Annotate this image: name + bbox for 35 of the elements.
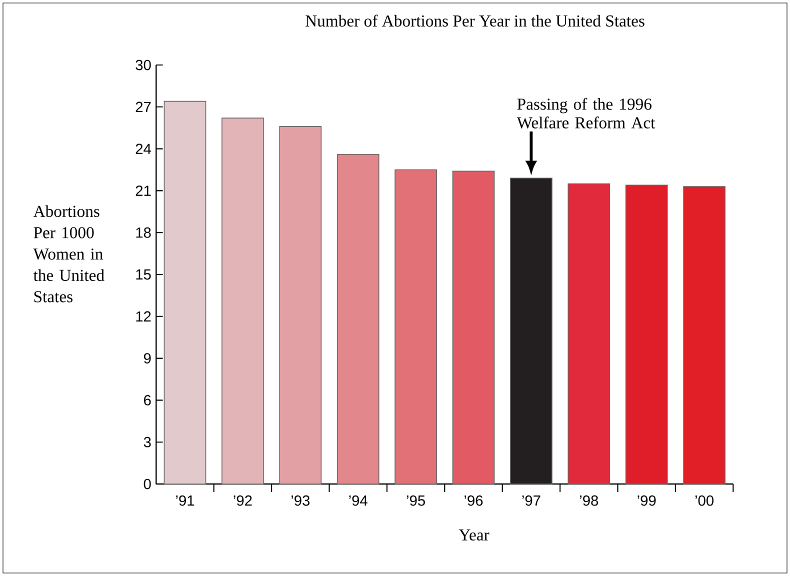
x-tick-label: ’00: [695, 495, 714, 506]
bar: [336, 154, 380, 484]
x-tick-label: ’93: [292, 495, 310, 506]
bar: [394, 169, 437, 484]
y-tick-label: 0: [144, 478, 151, 490]
bar: [164, 100, 206, 484]
bar: [568, 183, 610, 484]
y-tick-label: 27: [136, 102, 151, 112]
bar: [510, 178, 552, 484]
x-axis-title: Year: [458, 529, 490, 541]
annotation: Passing of the 1996 Welfare Reform Act: [516, 98, 656, 129]
y-tick-label: 12: [136, 311, 151, 322]
y-axis-title: Abortions Per 1000 Women in the United States: [33, 205, 104, 302]
x-tick-label: ’95: [406, 495, 425, 506]
y-tick-label: 30: [136, 60, 151, 70]
x-tick-label: ’91: [176, 495, 194, 506]
bar: [279, 126, 322, 484]
x-tick-label: ’96: [464, 495, 483, 506]
x-tick-label: ’98: [580, 495, 598, 506]
y-tick-label: 15: [136, 269, 151, 280]
chart-title: Number of Abortions Per Year in the United States: [306, 14, 644, 27]
y-tick-label: 21: [136, 186, 151, 196]
x-tick-label: ’94: [349, 495, 368, 506]
bar: [222, 118, 264, 484]
y-tick-label: 18: [136, 227, 151, 238]
x-tick-label: ’99: [638, 495, 656, 506]
bar: [625, 184, 668, 484]
x-tick-label: ’92: [234, 495, 252, 506]
y-tick-label: 24: [136, 144, 151, 154]
y-tick-label: 9: [144, 353, 151, 364]
bar: [452, 170, 495, 484]
x-tick-label: ’97: [522, 495, 540, 506]
bar: [683, 186, 726, 484]
y-tick-label: 3: [144, 436, 151, 448]
y-tick-label: 6: [144, 395, 151, 406]
